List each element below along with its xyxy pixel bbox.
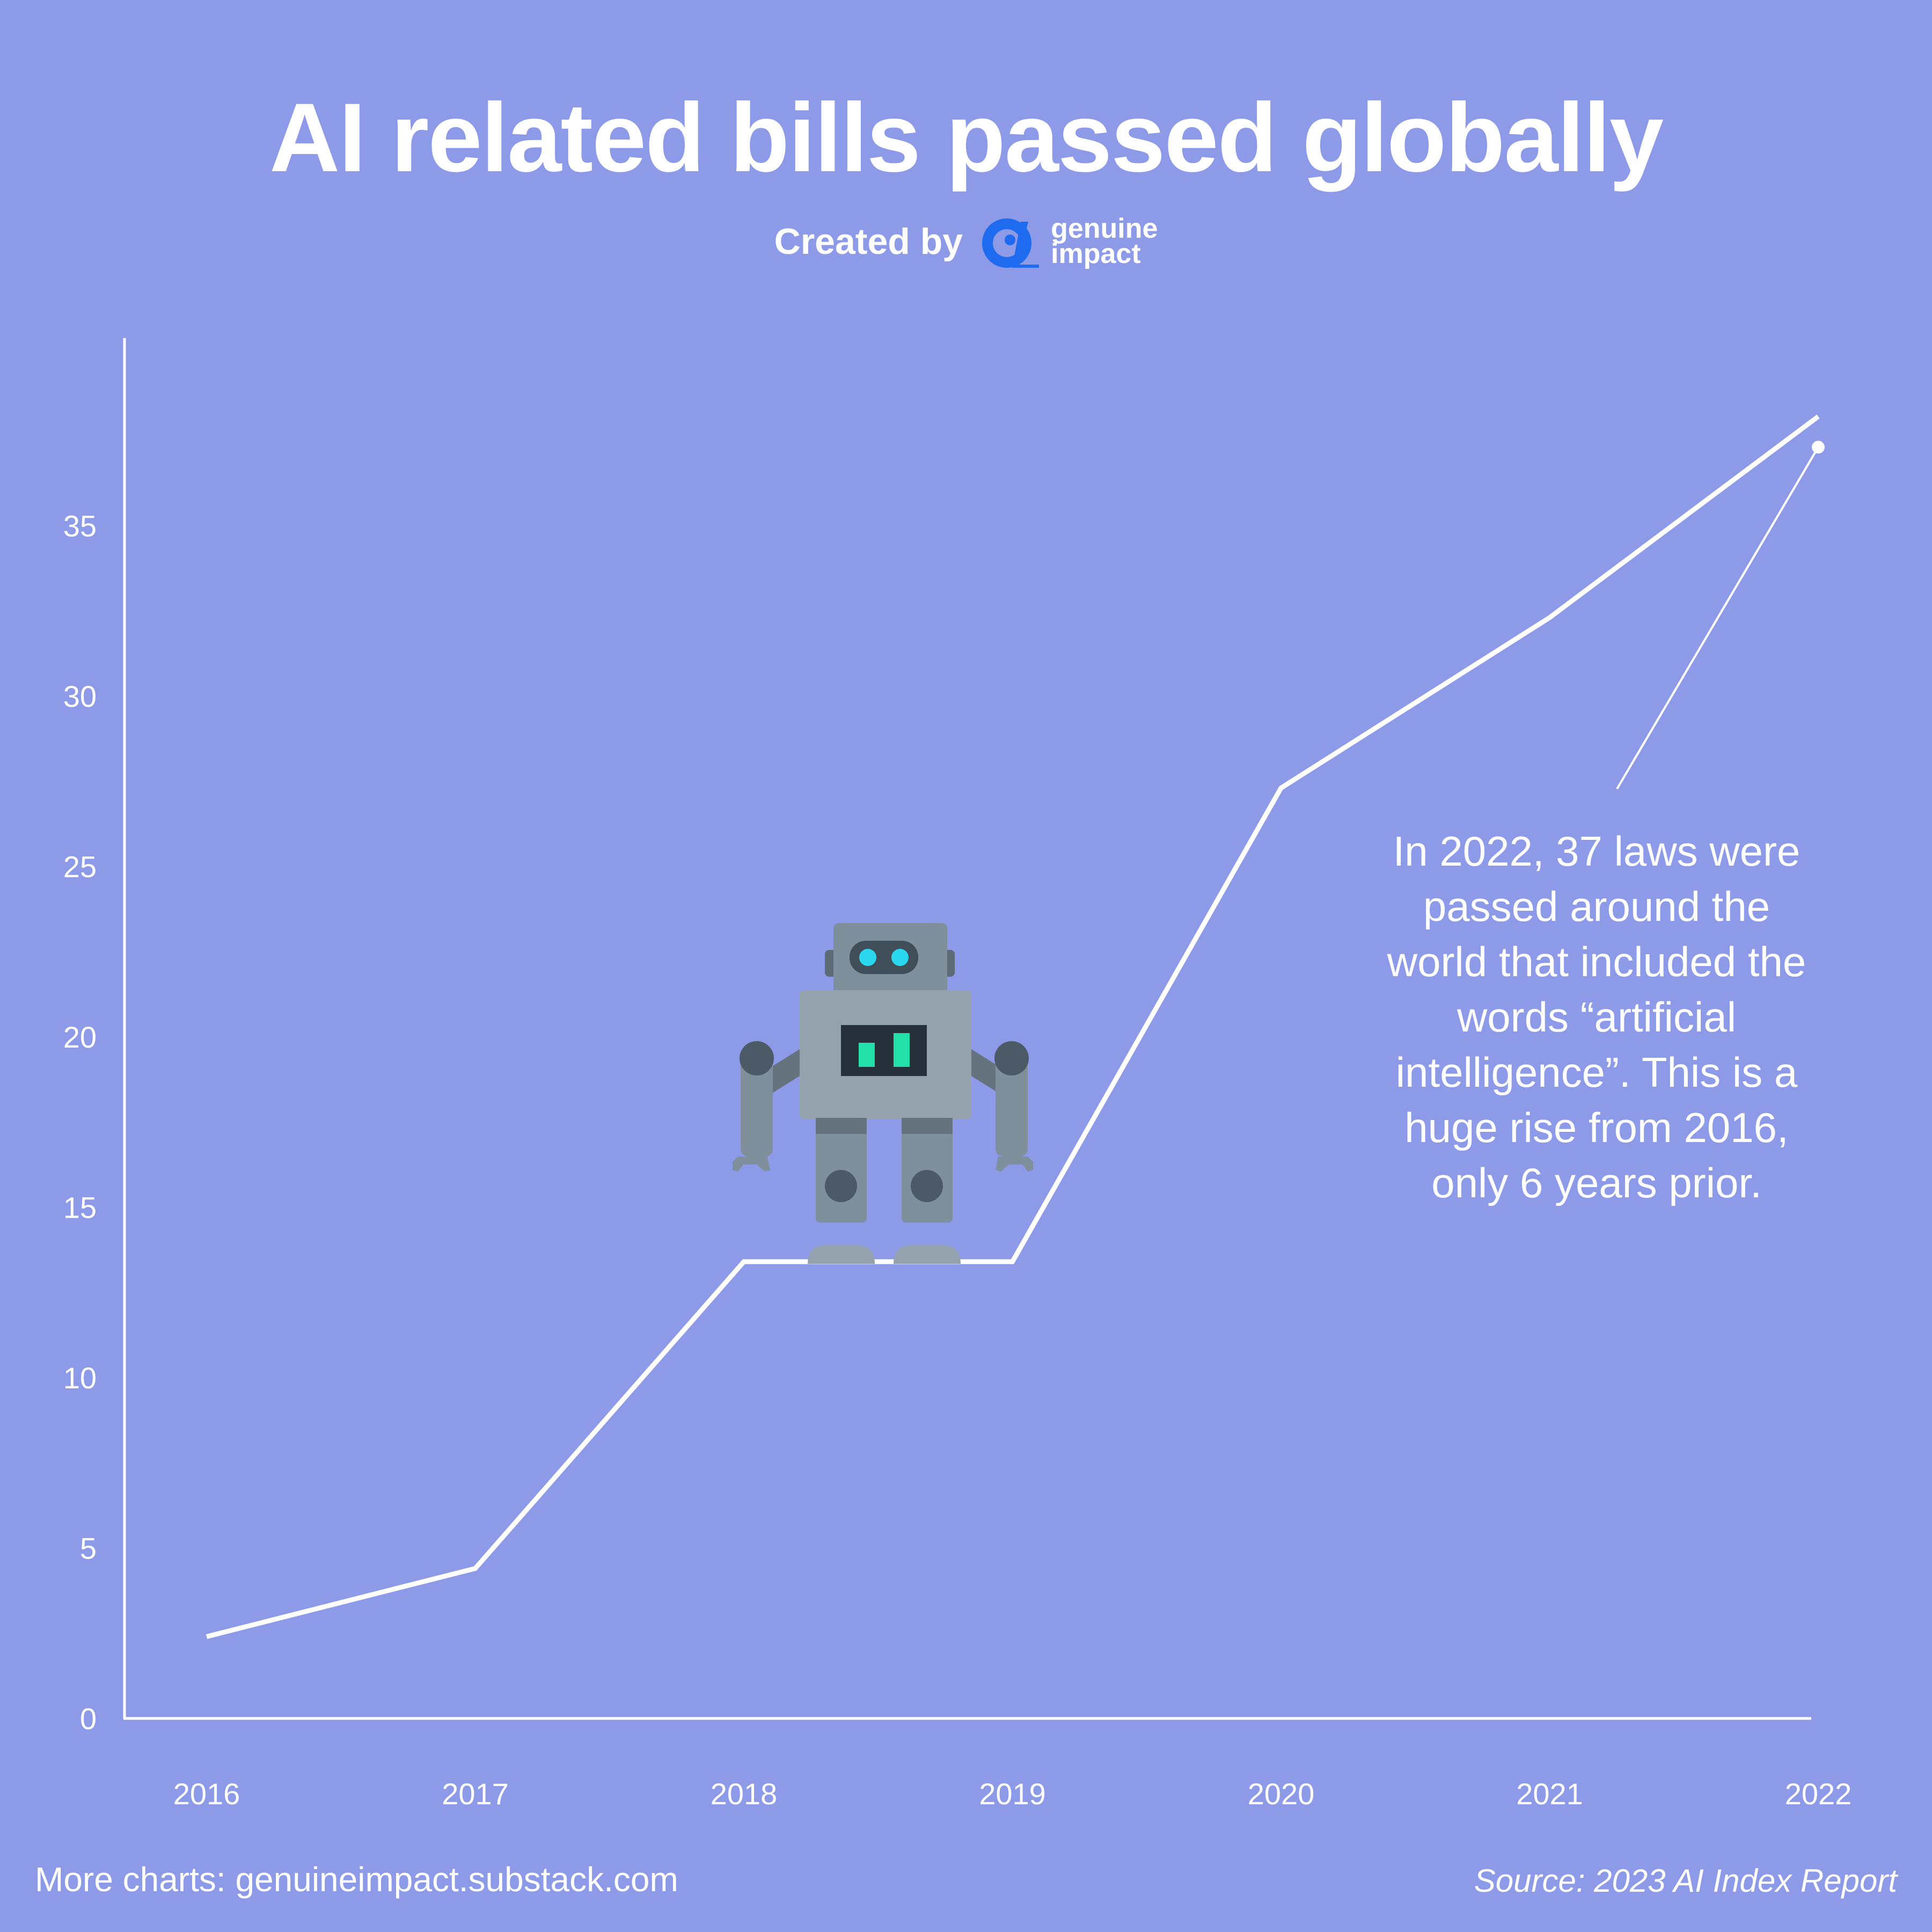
y-axis-ticks: 0 5 10 15 20 25 30 35 [63, 509, 97, 1736]
source-note: Source: 2023 AI Index Report [1474, 1863, 1897, 1899]
x-tick-label: 2016 [173, 1777, 240, 1811]
x-tick-label: 2021 [1516, 1777, 1583, 1811]
brand-logo-link[interactable]: genuine impact [979, 212, 1158, 271]
x-axis-ticks: 2016 2017 2018 2019 2020 2021 2022 [173, 1777, 1852, 1811]
x-tick-label: 2020 [1248, 1777, 1315, 1811]
y-tick-label: 10 [63, 1361, 97, 1395]
y-tick-label: 0 [80, 1702, 97, 1736]
brand-name-line1: genuine [1051, 213, 1158, 245]
x-tick-label: 2017 [442, 1777, 509, 1811]
brand-name-line2: impact [1051, 238, 1141, 269]
highlight-point-2022[interactable] [1812, 441, 1825, 454]
x-tick-label: 2019 [979, 1777, 1046, 1811]
y-tick-label: 25 [63, 850, 97, 883]
series-line [206, 414, 1820, 1639]
y-tick-label: 5 [80, 1531, 97, 1565]
brand-name: genuine impact [1051, 213, 1158, 269]
x-tick-label: 2018 [711, 1777, 778, 1811]
more-charts-link[interactable]: More charts: genuineimpact.substack.com [35, 1860, 678, 1899]
robot-icon [733, 923, 1033, 1264]
annotation-text: In 2022, 37 laws were passed around the … [1387, 828, 1806, 1206]
y-tick-label: 30 [63, 679, 97, 713]
y-tick-label: 20 [63, 1020, 97, 1054]
genuine-impact-logo-icon [982, 218, 1040, 268]
credit-label: Created by [774, 221, 963, 262]
annotation-leader-line [1616, 447, 1819, 790]
x-tick-label: 2022 [1785, 1777, 1852, 1811]
y-tick-label: 15 [63, 1190, 97, 1224]
credit-line: Created by genuine impact [0, 212, 1932, 271]
y-tick-label: 35 [63, 509, 97, 543]
chart-title: AI related bills passed globally [269, 83, 1664, 192]
